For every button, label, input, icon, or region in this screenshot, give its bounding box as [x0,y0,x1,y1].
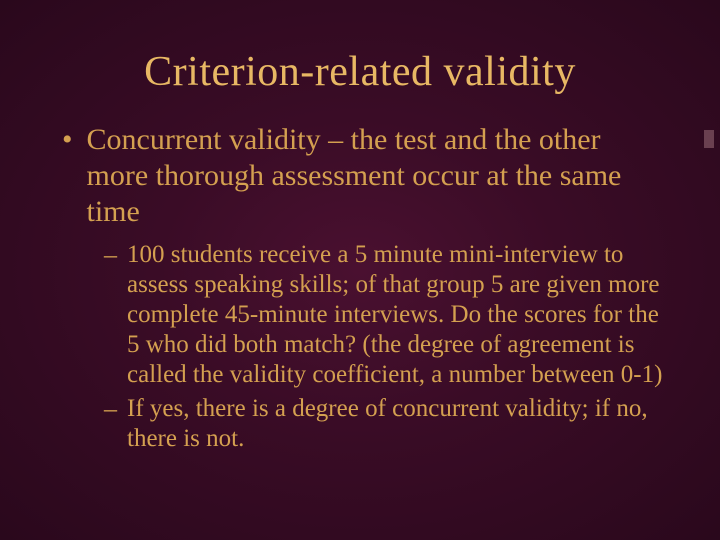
bullet-level2: – If yes, there is a degree of concurren… [104,394,664,454]
bullet-dot-icon: • [62,122,73,230]
bullet-dash-icon: – [104,394,117,454]
bullet-level2: – 100 students receive a 5 minute mini-i… [104,240,664,390]
bullet-level1: • Concurrent validity – the test and the… [62,122,664,230]
bullet-text: Concurrent validity – the test and the o… [87,122,664,230]
slide-content: Criterion-related validity • Concurrent … [0,0,720,454]
accent-bar [704,130,714,148]
bullet-dash-icon: – [104,240,117,390]
bullet-text: If yes, there is a degree of concurrent … [127,394,664,454]
slide-title: Criterion-related validity [56,48,664,96]
bullet-text: 100 students receive a 5 minute mini-int… [127,240,664,390]
